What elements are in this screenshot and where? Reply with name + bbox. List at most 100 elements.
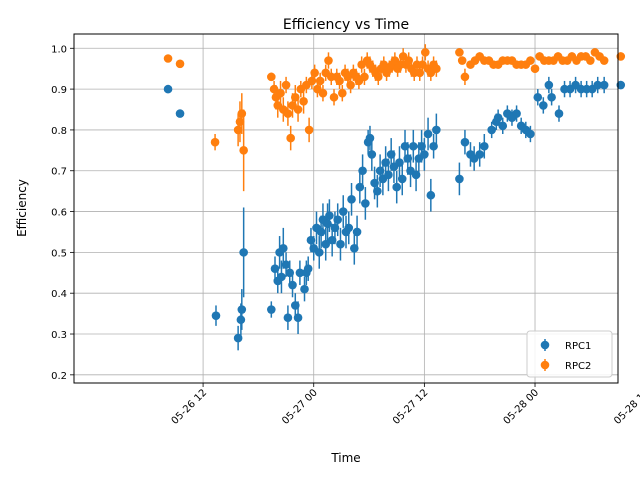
data-point: [315, 76, 325, 86]
data-point: [480, 141, 489, 151]
legend-marker: [540, 360, 550, 370]
data-point: [163, 54, 173, 63]
data-point: [299, 97, 308, 106]
x-axis-label: Time: [330, 451, 360, 465]
data-point: [475, 150, 484, 159]
data-point: [426, 190, 436, 200]
data-point: [281, 80, 291, 90]
data-point: [554, 109, 564, 118]
data-point: [324, 56, 333, 65]
y-tick-label: 1.0: [51, 44, 67, 55]
data-point: [460, 72, 470, 82]
data-point: [323, 219, 332, 229]
data-point: [329, 92, 339, 102]
data-point: [586, 56, 595, 65]
data-point: [314, 248, 324, 257]
data-point: [409, 141, 418, 151]
data-point: [347, 195, 356, 204]
data-point: [277, 272, 286, 282]
data-point: [593, 80, 603, 90]
data-point: [338, 88, 347, 98]
series-rpc2: [163, 44, 626, 192]
data-point: [318, 88, 328, 98]
data-point: [346, 80, 355, 90]
data-point: [420, 150, 429, 159]
data-point: [293, 313, 303, 322]
data-point: [460, 137, 470, 147]
data-point: [493, 113, 503, 122]
data-point: [283, 109, 293, 118]
y-tick-label: 0.4: [51, 289, 67, 300]
data-point: [539, 101, 548, 110]
data-point: [392, 182, 402, 192]
data-point: [423, 129, 433, 139]
y-axis: 0.2 0.3 0.4 0.5 0.6 0.7 0.8 0.9 1.0: [51, 44, 74, 382]
legend-label: RPC1: [565, 341, 591, 352]
data-point: [288, 280, 297, 290]
data-point: [599, 80, 609, 90]
data-point: [295, 268, 305, 278]
data-point: [384, 170, 393, 180]
data-point: [175, 109, 185, 118]
data-point: [293, 105, 303, 114]
data-point: [276, 88, 285, 98]
data-point: [533, 92, 543, 102]
data-point: [325, 211, 334, 220]
data-point: [163, 84, 173, 94]
data-point: [432, 125, 441, 135]
data-point: [336, 239, 345, 249]
legend-marker: [540, 340, 550, 350]
data-point: [283, 313, 293, 322]
data-point: [616, 80, 626, 90]
data-point: [279, 243, 288, 253]
data-point: [432, 64, 441, 73]
data-point: [420, 48, 430, 57]
data-point: [316, 227, 326, 237]
data-point: [361, 199, 370, 208]
data-point: [360, 72, 369, 82]
data-point: [344, 223, 354, 233]
data-point: [487, 125, 496, 135]
data-point: [304, 125, 314, 135]
chart-title: Efficiency vs Time: [283, 17, 409, 33]
data-point: [512, 109, 521, 118]
y-tick-label: 0.3: [51, 330, 67, 341]
y-tick-label: 0.9: [51, 85, 67, 96]
data-point: [530, 64, 540, 73]
data-point: [547, 92, 556, 102]
data-point: [397, 174, 407, 184]
data-point: [310, 68, 319, 78]
y-axis-label: Efficiency: [15, 179, 29, 237]
data-point: [333, 215, 343, 225]
data-point: [286, 133, 295, 143]
data-point: [303, 264, 313, 274]
data-point: [211, 311, 221, 320]
y-tick-label: 0.5: [51, 248, 67, 259]
data-point: [616, 52, 626, 61]
data-point: [239, 248, 248, 257]
data-point: [544, 80, 554, 90]
data-point: [300, 284, 309, 294]
data-point: [267, 72, 276, 82]
data-point: [498, 121, 508, 131]
data-point: [455, 174, 464, 184]
data-point: [526, 56, 535, 65]
data-point: [335, 76, 344, 86]
data-point: [239, 146, 248, 155]
data-point: [367, 150, 377, 159]
data-point: [358, 166, 367, 176]
legend-label: RPC2: [565, 361, 591, 372]
data-point: [237, 305, 247, 314]
y-tick-label: 0.7: [51, 167, 67, 178]
data-point: [210, 137, 220, 147]
y-tick-label: 0.2: [51, 371, 67, 382]
data-point: [281, 260, 291, 269]
series-layer: [163, 44, 626, 351]
series-rpc1: [163, 76, 626, 351]
data-point: [365, 133, 375, 143]
y-tick-label: 0.6: [51, 208, 67, 219]
y-tick-label: 0.8: [51, 126, 67, 137]
data-point: [455, 48, 464, 57]
data-point: [236, 315, 246, 325]
